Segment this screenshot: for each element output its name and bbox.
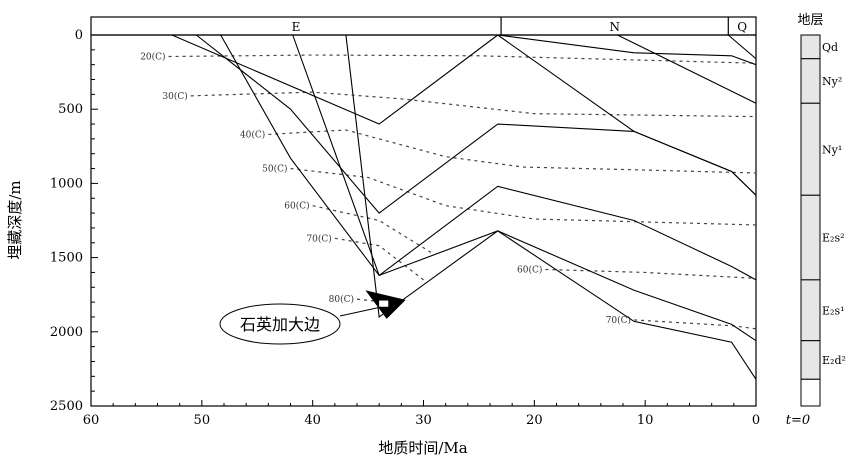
y-tick-label: 1500 xyxy=(50,251,83,266)
strat-unit xyxy=(800,58,821,104)
annotation-label: 石英加大边 xyxy=(240,315,320,334)
y-tick-label: 500 xyxy=(58,102,83,117)
isotherm-line xyxy=(190,91,757,118)
strat-unit xyxy=(800,279,821,342)
x-axis-label: 地质时间/Ma xyxy=(378,439,467,457)
x-tick-label: 50 xyxy=(194,413,211,428)
period-band-frame xyxy=(90,16,757,36)
annotation-pointer xyxy=(339,306,381,317)
isotherm-label: 70(C) xyxy=(306,233,331,244)
isotherm-line xyxy=(634,319,757,330)
y-tick-label: 2500 xyxy=(50,399,83,414)
strat-column: 地层 Qd Ny² Ny¹ E₂s² E₂s¹ E₂d² t=0 xyxy=(786,13,846,428)
burial-curve xyxy=(497,34,757,104)
isotherm-label: 60(C) xyxy=(284,201,309,212)
isotherm-label: 80(C) xyxy=(329,294,354,305)
isotherms: 20(C) 30(C) 40(C) 50(C) 60(C) 60(C) 70(C) 70(C)… xyxy=(140,52,757,330)
isotherm-label: 30(C) xyxy=(162,91,187,102)
isotherm-label: 20(C) xyxy=(140,52,165,63)
isotherm-label: 70(C) xyxy=(606,315,631,326)
strat-unit-label: Qd xyxy=(822,41,838,54)
strat-unit-label: E₂s² xyxy=(822,232,845,245)
isotherm-line xyxy=(334,237,424,281)
isotherm-label: 60(C) xyxy=(517,264,542,275)
strat-column-title: 地层 xyxy=(797,13,823,28)
burial-curve xyxy=(171,34,757,125)
annotation-ellipse xyxy=(219,303,341,345)
y-axis-label: 埋藏深度/m xyxy=(6,180,24,259)
burial-curves xyxy=(171,34,757,380)
y-tick-label: 0 xyxy=(75,28,83,43)
strat-unit-label: Ny¹ xyxy=(822,143,842,156)
isotherm-line xyxy=(312,205,435,256)
x-tick-label: 0 xyxy=(752,413,760,428)
period-label: E xyxy=(292,20,301,34)
x-tick-label: 30 xyxy=(415,413,432,428)
burial-curve xyxy=(220,34,757,281)
y-tick-label: 1000 xyxy=(50,176,83,191)
isotherm-label: 50(C) xyxy=(262,164,287,175)
strat-unit xyxy=(800,378,821,407)
x-tick-label: 10 xyxy=(637,413,654,428)
isotherm-line xyxy=(290,167,757,226)
isotherm-label: 40(C) xyxy=(240,129,265,140)
strat-unit xyxy=(800,194,821,281)
strat-unit-label: E₂s¹ xyxy=(822,304,845,317)
x-tick-label: 20 xyxy=(526,413,543,428)
y-tick-label: 2000 xyxy=(50,325,83,340)
burial-curve xyxy=(727,34,757,60)
quartz-overgrowth-hatch xyxy=(378,299,390,308)
period-label: N xyxy=(609,20,620,34)
x-tick-label: 40 xyxy=(304,413,321,428)
strat-unit-label: Ny² xyxy=(822,75,842,88)
annotation-group: 石英加大边 xyxy=(219,303,341,345)
burial-curve xyxy=(497,34,757,196)
isotherm-line xyxy=(545,268,757,279)
isotherm-line xyxy=(268,129,757,174)
x-tick-label: 60 xyxy=(83,413,100,428)
period-label: Q xyxy=(737,20,747,34)
strat-unit xyxy=(800,340,821,380)
isotherm-line xyxy=(168,54,757,64)
burial-curve xyxy=(292,34,757,342)
strat-bottom-label: t=0 xyxy=(786,413,810,428)
strat-unit-label: E₂d² xyxy=(822,354,846,367)
strat-unit xyxy=(800,34,821,60)
burial-curve xyxy=(345,34,757,380)
strat-unit xyxy=(800,102,821,196)
